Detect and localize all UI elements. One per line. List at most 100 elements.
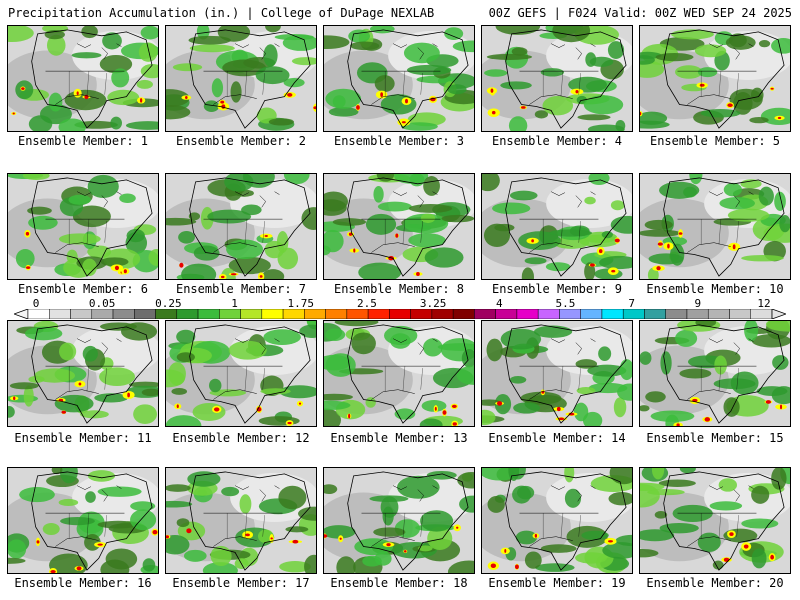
precip-map-graphic [8,468,158,573]
ensemble-member-map [7,320,159,427]
colorbar-segment [580,309,603,319]
precip-map-graphic [324,174,474,279]
map-title: Precipitation Accumulation (in.) | Colle… [8,6,435,20]
ensemble-member-label: Ensemble Member: 3 [333,134,465,148]
precip-map-graphic [482,26,632,131]
ensemble-member-map [481,25,633,132]
ensemble-member-label: Ensemble Member: 5 [649,134,781,148]
precip-map-graphic [166,174,316,279]
colorbar-segment [601,309,624,319]
colorbar-segment [750,309,773,319]
ensemble-member-map [165,25,317,132]
ensemble-member-label: Ensemble Member: 20 [646,576,784,590]
colorbar-segment [665,309,688,319]
precip-map-graphic [324,321,474,426]
precip-map-graphic [482,321,632,426]
colorbar-tick-label: 9 [694,297,702,310]
colorbar-tick-label: 5.5 [555,297,576,310]
colorbar-segment [325,309,348,319]
colorbar-segment [622,309,645,319]
colorbar-segment [49,309,71,319]
colorbar-segment [261,309,284,319]
colorbar-segment [707,309,730,319]
precip-map-graphic [640,26,790,131]
ensemble-member-label: Ensemble Member: 6 [17,282,149,296]
ensemble-member-label: Ensemble Member: 16 [14,576,152,590]
ensemble-member-map [323,25,475,132]
colorbar-segment [197,309,220,319]
precip-map-graphic [166,26,316,131]
colorbar-tick-label: 3.25 [419,297,447,310]
colorbar-segment [644,309,666,319]
colorbar-segment [389,309,411,319]
colorbar-tick-label: 12 [757,297,771,310]
precip-map-graphic [640,174,790,279]
colorbar-segment [410,309,433,319]
ensemble-member-map [7,173,159,280]
colorbar-segment [516,309,539,319]
colorbar-tick-label: 4 [495,297,503,310]
colorbar-segment [686,309,709,319]
colorbar-segment [304,309,326,319]
ensemble-member-label: Ensemble Member: 2 [175,134,307,148]
colorbar-segment [495,309,518,319]
colorbar-segment [431,309,454,319]
colorbar-tick-label: 1 [231,297,238,310]
ensemble-member-map [165,320,317,427]
colorbar-scale [14,309,786,319]
colorbar-tick-label: 7 [628,297,635,310]
ensemble-member-label: Ensemble Member: 13 [330,431,468,445]
colorbar-segment [537,309,560,319]
ensemble-member-map [7,25,159,132]
colorbar-tick-label: 0 [32,297,40,310]
colorbar-segment [559,309,581,319]
ensemble-member-label: Ensemble Member: 19 [488,576,626,590]
colorbar-segment [134,309,156,319]
ensemble-member-label: Ensemble Member: 10 [646,282,784,296]
precip-map-graphic [482,174,632,279]
colorbar-segment [155,309,178,319]
precip-map-graphic [8,174,158,279]
colorbar-tick-label: 0.25 [155,297,182,310]
ensemble-member-map [481,320,633,427]
ensemble-member-label: Ensemble Member: 11 [14,431,152,445]
ensemble-member-map [639,320,791,427]
precip-map-graphic [8,321,158,426]
ensemble-member-label: Ensemble Member: 15 [646,431,784,445]
precip-map-graphic [324,26,474,131]
colorbar-segment [91,309,114,319]
precip-map-graphic [640,321,790,426]
ensemble-member-label: Ensemble Member: 8 [333,282,465,296]
colorbar-segment [452,309,475,319]
ensemble-member-map [481,467,633,574]
ensemble-member-label: Ensemble Member: 18 [330,576,468,590]
ensemble-member-label: Ensemble Member: 17 [172,576,310,590]
ensemble-member-map [639,173,791,280]
colorbar-segment [346,309,369,319]
ensemble-member-map [165,173,317,280]
colorbar-segment [367,309,390,319]
precip-map-graphic [482,468,632,573]
colorbar-segment [474,309,496,319]
precip-map-graphic [166,321,316,426]
precip-map-graphic [324,468,474,573]
precip-map-graphic [640,468,790,573]
colorbar-segment [27,309,50,319]
ensemble-member-map [481,173,633,280]
ensemble-member-label: Ensemble Member: 12 [172,431,310,445]
ensemble-member-map [639,467,791,574]
colorbar-segment [282,309,305,319]
colorbar-tick-label: 1.75 [287,297,314,310]
colorbar-segment [112,309,135,319]
colorbar-segment [729,309,751,319]
colorbar-segment [176,309,199,319]
model-run-info: 00Z GEFS | F024 Valid: 00Z WED SEP 24 20… [488,6,792,20]
colorbar-segment [240,309,263,319]
ensemble-member-label: Ensemble Member: 7 [175,282,307,296]
ensemble-member-map [323,320,475,427]
colorbar-segment [219,309,241,319]
ensemble-member-map [639,25,791,132]
ensemble-member-map [165,467,317,574]
ensemble-member-label: Ensemble Member: 14 [488,431,626,445]
colorbar: 0 0.05 0.25 1 1.75 2.5 3.25 4 5.5 7 9 12 [14,297,786,319]
